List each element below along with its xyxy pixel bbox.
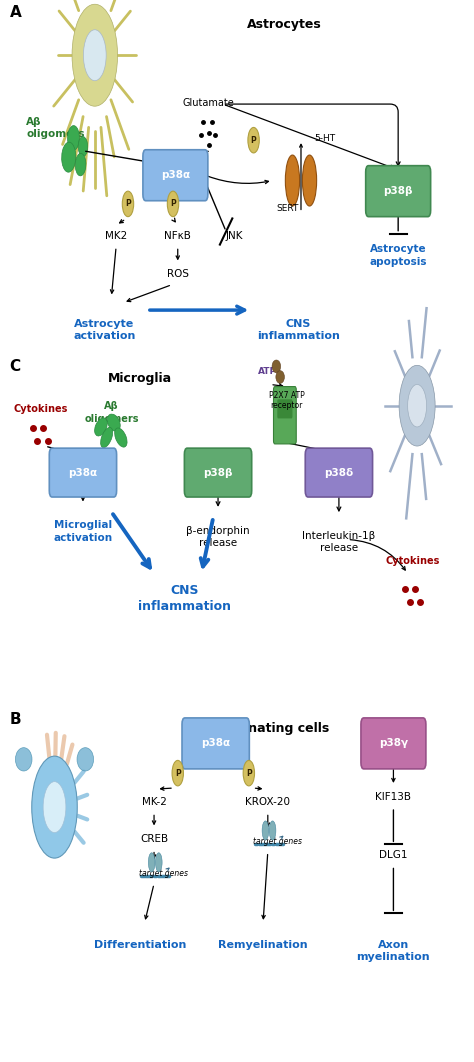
Ellipse shape <box>15 748 32 771</box>
FancyBboxPatch shape <box>184 448 252 497</box>
FancyBboxPatch shape <box>277 399 292 418</box>
Text: Astrocytes: Astrocytes <box>247 18 322 31</box>
FancyBboxPatch shape <box>305 448 373 497</box>
Text: P: P <box>175 769 181 777</box>
Text: P: P <box>170 200 176 208</box>
Ellipse shape <box>78 137 88 156</box>
Circle shape <box>399 365 435 446</box>
FancyBboxPatch shape <box>143 150 208 201</box>
Text: p38δ: p38δ <box>324 467 354 478</box>
Text: MK-2: MK-2 <box>142 796 166 807</box>
Text: Astrocyte
apoptosis: Astrocyte apoptosis <box>369 244 427 267</box>
Text: KROX-20: KROX-20 <box>246 796 290 807</box>
Text: Myelinating cells: Myelinating cells <box>211 722 329 735</box>
Text: p38α: p38α <box>68 467 98 478</box>
Ellipse shape <box>115 428 127 447</box>
Text: Remyelination: Remyelination <box>218 940 308 949</box>
Ellipse shape <box>68 125 79 151</box>
Text: Microglia: Microglia <box>108 372 172 384</box>
Circle shape <box>248 127 259 153</box>
Text: β-endorphin
release: β-endorphin release <box>186 526 250 548</box>
Ellipse shape <box>155 853 162 872</box>
Text: Axon
myelination: Axon myelination <box>356 940 430 962</box>
Text: Interleukin-1β
release: Interleukin-1β release <box>302 531 375 553</box>
FancyBboxPatch shape <box>49 448 117 497</box>
Circle shape <box>243 760 255 786</box>
FancyBboxPatch shape <box>361 718 426 769</box>
Ellipse shape <box>302 155 317 206</box>
Text: CREB: CREB <box>140 834 168 844</box>
Text: 5-HT: 5-HT <box>314 134 335 142</box>
Circle shape <box>72 4 118 106</box>
Text: Glutamate: Glutamate <box>182 98 235 107</box>
Circle shape <box>408 384 427 427</box>
Text: p38α: p38α <box>201 738 230 749</box>
Text: P2X7 ATP
receptor: P2X7 ATP receptor <box>269 391 305 410</box>
Text: Microglial
activation: Microglial activation <box>54 520 112 543</box>
Text: CNS
inflammation: CNS inflammation <box>138 584 231 613</box>
Circle shape <box>167 191 179 217</box>
FancyBboxPatch shape <box>365 166 430 217</box>
Text: target genes: target genes <box>253 837 302 845</box>
Ellipse shape <box>285 155 300 206</box>
Ellipse shape <box>269 821 276 840</box>
Text: P: P <box>246 769 252 777</box>
Ellipse shape <box>100 427 113 448</box>
Circle shape <box>83 30 106 81</box>
Text: KIF13B: KIF13B <box>375 791 411 802</box>
Text: NFκB: NFκB <box>164 230 191 241</box>
Text: p38γ: p38γ <box>379 738 408 749</box>
Circle shape <box>43 782 66 833</box>
Text: SERT: SERT <box>276 204 299 212</box>
Text: Differentiation: Differentiation <box>94 940 186 949</box>
Text: P: P <box>125 200 131 208</box>
Text: P: P <box>251 136 256 144</box>
Circle shape <box>172 760 183 786</box>
Text: Cytokines: Cytokines <box>13 404 67 413</box>
Text: Aβ
oligomers: Aβ oligomers <box>84 401 138 424</box>
Text: target genes: target genes <box>139 869 188 877</box>
Circle shape <box>122 191 134 217</box>
Text: p38α: p38α <box>161 170 190 181</box>
FancyBboxPatch shape <box>273 387 296 444</box>
Text: CNS
inflammation: CNS inflammation <box>257 319 340 341</box>
Ellipse shape <box>276 371 284 383</box>
Text: MK2: MK2 <box>105 230 127 241</box>
FancyBboxPatch shape <box>182 718 249 769</box>
Ellipse shape <box>77 748 94 771</box>
Text: DLG1: DLG1 <box>379 850 408 860</box>
Text: C: C <box>9 359 20 374</box>
Text: p38β: p38β <box>203 467 233 478</box>
Text: A: A <box>9 5 21 20</box>
Text: ROS: ROS <box>167 269 189 279</box>
Ellipse shape <box>272 360 281 373</box>
Ellipse shape <box>262 821 269 840</box>
Text: Astrocyte
activation: Astrocyte activation <box>73 319 136 341</box>
Text: ATP: ATP <box>258 367 277 376</box>
Text: p38β: p38β <box>383 186 413 196</box>
Ellipse shape <box>107 414 120 431</box>
Ellipse shape <box>95 417 107 436</box>
Ellipse shape <box>62 142 76 172</box>
Ellipse shape <box>75 153 86 176</box>
Text: Cytokines: Cytokines <box>385 556 439 566</box>
Ellipse shape <box>148 853 155 872</box>
Text: B: B <box>9 712 21 726</box>
Circle shape <box>32 756 77 858</box>
Text: Aβ
oligomers: Aβ oligomers <box>26 117 84 139</box>
Text: JNK: JNK <box>226 230 243 241</box>
